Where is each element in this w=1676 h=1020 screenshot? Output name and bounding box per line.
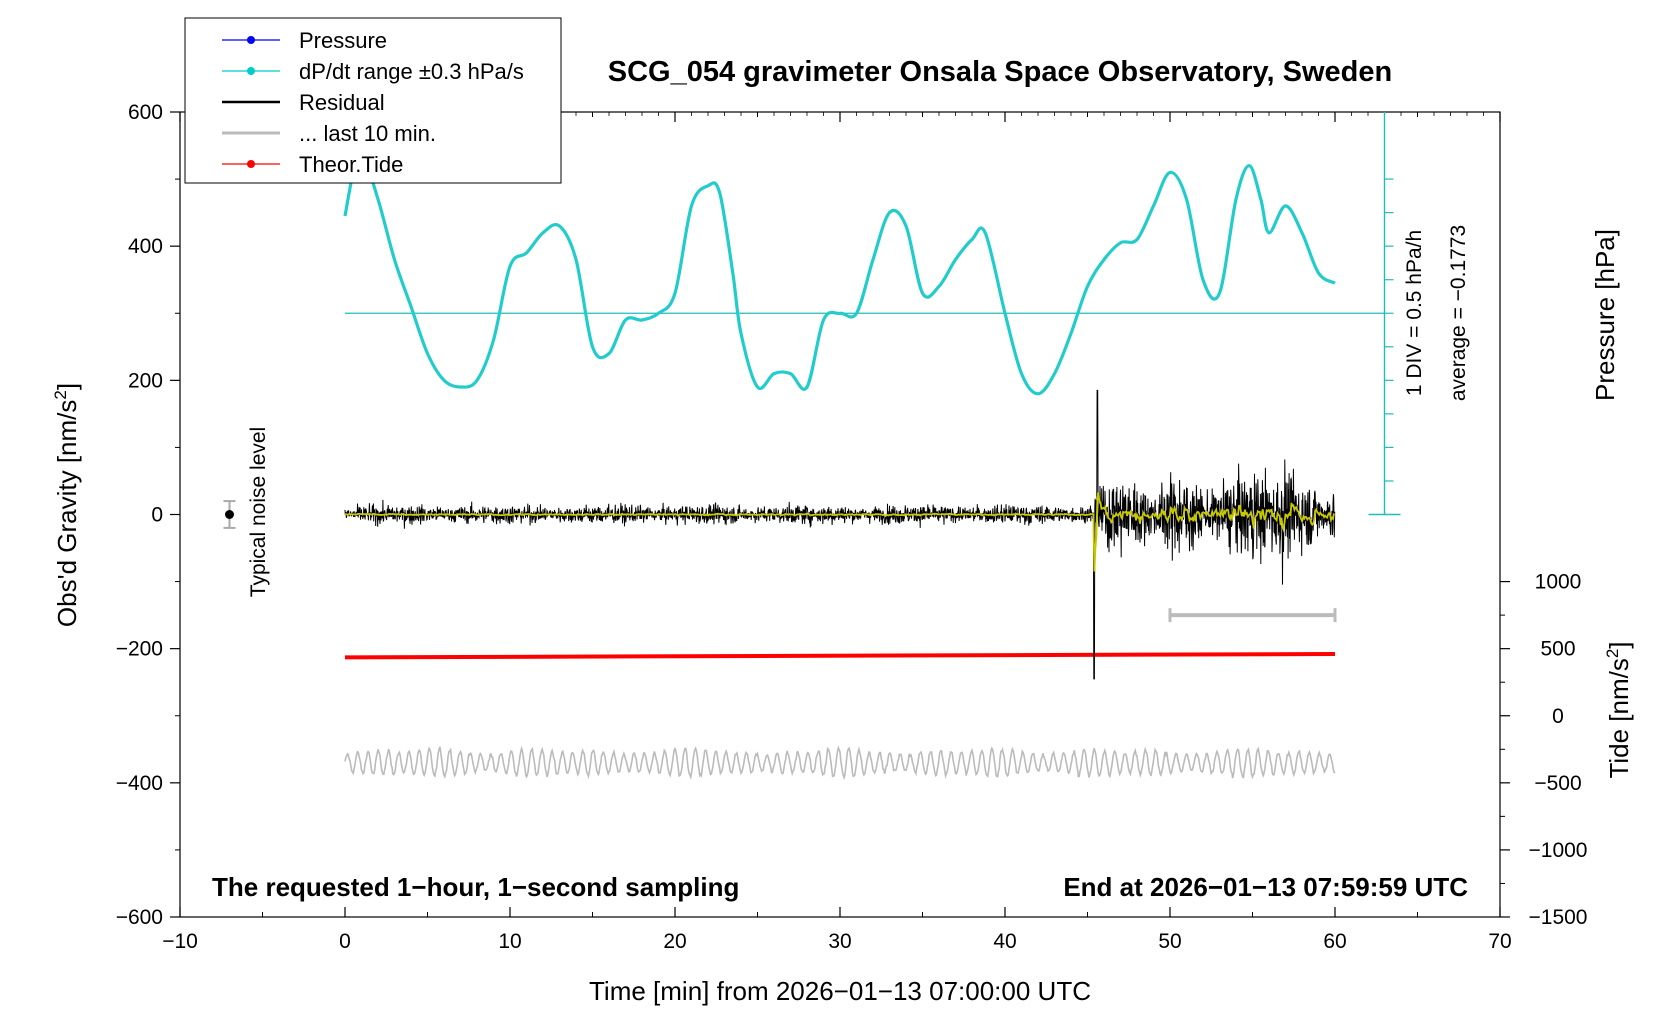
gravity-tick-label: 600	[128, 101, 163, 124]
average-label: average = −0.1773	[1447, 225, 1470, 401]
sampling-note: The requested 1−hour, 1−second sampling	[212, 872, 739, 902]
x-tick-label: 0	[339, 930, 351, 953]
x-tick-label: 50	[1158, 930, 1181, 953]
legend: Pressure dP/dt range ±0.3 hPa/s Residual..…	[184, 17, 562, 184]
legend-marker	[247, 67, 255, 75]
gravity-axis: −600 −400 −200 0 200 400 600	[116, 101, 180, 929]
chart-title: SCG_054 gravimeter Onsala Space Observat…	[608, 56, 1392, 88]
tide-axis-label: Tide [nm/s2]	[1603, 641, 1634, 778]
legend-label: Theor.Tide	[299, 152, 403, 177]
residual-smoothed-trace	[344, 492, 1335, 572]
x-tick-label: 60	[1323, 930, 1346, 953]
pressure-axis-label: Pressure [hPa]	[1590, 229, 1620, 401]
noise-level-label: Typical noise level	[247, 427, 270, 597]
x-tick-label: 20	[663, 930, 686, 953]
legend-label: Residual	[299, 90, 385, 115]
tide-axis-label-main: Tide [nm/s	[1604, 658, 1634, 778]
tide-axis-label-sup: 2	[1603, 649, 1622, 658]
x-axis-label: Time [min] from 2026−01−13 07:00:00 UTC	[589, 976, 1091, 1006]
tide-tick-label: −1500	[1529, 906, 1588, 929]
x-tick-label: −10	[162, 930, 198, 953]
theor-tide-line	[344, 652, 1336, 660]
x-tick-label: 70	[1488, 930, 1511, 953]
plot-layers	[343, 149, 1385, 781]
gravity-tick-label: 0	[151, 504, 163, 527]
legend-marker	[247, 160, 255, 168]
scale-bar-label: 1 DIV = 0.5 hPa/h	[1403, 230, 1426, 396]
overlays	[223, 112, 1401, 623]
gravity-axis-label: Obs'd Gravity [nm/s2]	[51, 383, 82, 627]
tide-tick-label: 1000	[1535, 571, 1582, 594]
tide-axis-label-end: ]	[1604, 641, 1634, 648]
x-axis: −10 0 10 20 30 40 50 60 70	[162, 112, 1512, 953]
gravity-tick-label: 400	[128, 235, 163, 258]
gravity-axis-label-end: ]	[52, 383, 82, 390]
gravity-tick-label: −200	[116, 638, 163, 661]
right-axes: 9961000100410081012−1500−1000−5000500100…	[1500, 571, 1588, 929]
legend-label: ... last 10 min.	[299, 121, 436, 146]
legend-marker	[247, 36, 255, 44]
gravity-tick-label: −600	[116, 906, 163, 929]
noise-point	[225, 510, 234, 519]
legend-label: Pressure	[299, 28, 387, 53]
gravity-axis-label-sup: 2	[51, 390, 70, 399]
tide-tick-label: −500	[1534, 772, 1581, 795]
gravity-tick-label: −400	[116, 772, 163, 795]
last-10-min-trace	[344, 745, 1336, 781]
x-tick-label: 40	[993, 930, 1016, 953]
dpdt-trace	[343, 149, 1336, 396]
tide-tick-label: 500	[1540, 638, 1575, 661]
end-time-note: End at 2026−01−13 07:59:59 UTC	[1063, 872, 1468, 902]
legend-label: dP/dt range ±0.3 hPa/s	[299, 59, 524, 84]
tide-tick-label: 0	[1552, 705, 1564, 728]
x-tick-label: 10	[498, 930, 521, 953]
tide-tick-label: −1000	[1529, 839, 1588, 862]
legend-box	[184, 17, 562, 184]
gravity-tick-label: 200	[128, 369, 163, 392]
gravity-axis-label-main: Obs'd Gravity [nm/s	[52, 400, 82, 627]
x-tick-label: 30	[828, 930, 851, 953]
